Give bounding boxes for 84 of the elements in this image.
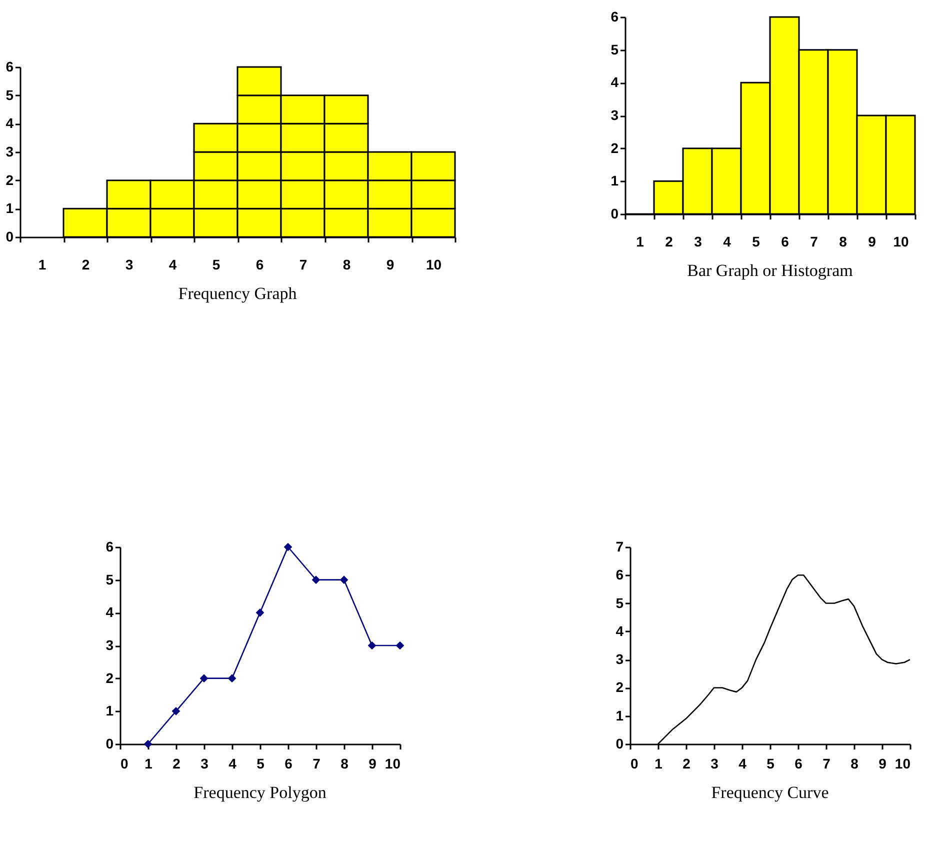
x-tick-label: 6 <box>284 756 293 772</box>
x-tick-label: 1 <box>636 234 644 250</box>
y-tick-label: 5 <box>106 571 114 588</box>
x-tick-label: 2 <box>172 756 181 772</box>
y-tick-label: 1 <box>6 200 14 216</box>
point <box>340 576 348 584</box>
x-tick-label: 0 <box>630 756 638 772</box>
x-tick-label: 2 <box>665 234 674 250</box>
y-tick-label: 5 <box>616 594 624 611</box>
y-tick-label: 4 <box>610 74 619 90</box>
y-tick-label: 1 <box>616 707 624 724</box>
x-tick-label: 4 <box>723 234 732 250</box>
x-tick-label: 8 <box>850 756 859 772</box>
text: Bar Graph or Histogram <box>687 261 853 280</box>
y-tick-label: 2 <box>6 172 14 188</box>
x-tick-label: 3 <box>710 756 719 772</box>
x-tick-label: 4 <box>228 756 237 772</box>
text: Frequency Curve <box>711 783 829 802</box>
y-tick-label: 1 <box>610 172 619 189</box>
x-tick-label: 5 <box>256 756 265 772</box>
x-tick-label: 4 <box>168 256 177 272</box>
x-tick-label: 2 <box>682 756 691 772</box>
y-tick-label: 4 <box>616 622 624 639</box>
x-tick-label: 1 <box>38 256 46 272</box>
x-tick-label: 9 <box>386 256 394 272</box>
point <box>228 674 236 683</box>
x-tick-label: 2 <box>82 256 90 272</box>
point <box>144 740 152 748</box>
x-tick-label: 0 <box>120 756 128 772</box>
point <box>172 706 180 716</box>
x-tick-label: 8 <box>839 234 848 250</box>
y-tick-label: 4 <box>6 115 14 132</box>
point <box>284 542 292 552</box>
point <box>256 608 264 617</box>
x-tick-label: 7 <box>822 756 831 772</box>
y-tick-label: 3 <box>106 637 114 653</box>
y-tick-label: 0 <box>616 736 624 752</box>
x-tick-label: 9 <box>878 756 887 772</box>
y-tick-label: 0 <box>610 206 619 222</box>
x-tick-label: 6 <box>256 256 264 272</box>
text: Frequency Polygon <box>194 783 327 802</box>
x-tick-label: 3 <box>694 234 702 250</box>
x-tick-label: 9 <box>868 234 876 250</box>
x-tick-label: 6 <box>781 234 790 250</box>
x-tick-label: 6 <box>794 756 803 772</box>
y-tick-label: 7 <box>616 538 624 554</box>
y-tick-label: 6 <box>616 566 624 583</box>
x-tick-label: 5 <box>212 256 220 272</box>
y-tick-label: 3 <box>616 651 624 668</box>
y-tick-label: 6 <box>6 58 14 74</box>
y-tick-label: 1 <box>106 702 114 719</box>
y-tick-label: 2 <box>616 679 624 696</box>
y-tick-label: 5 <box>610 41 619 58</box>
text: Frequency Graph <box>178 284 298 303</box>
y-tick-label: 6 <box>106 538 114 554</box>
point <box>200 674 208 683</box>
x-tick-label: 7 <box>810 234 818 250</box>
x-tick-label: 9 <box>368 756 377 772</box>
x-tick-label: 4 <box>738 756 747 772</box>
x-tick-label: 1 <box>144 756 153 772</box>
x-tick-label: 10 <box>894 756 911 772</box>
x-tick-label: 1 <box>654 756 663 772</box>
point <box>396 641 404 650</box>
x-tick-label: 8 <box>342 256 351 272</box>
y-tick-label: 6 <box>610 8 619 24</box>
x-tick-label: 3 <box>200 756 209 772</box>
y-tick-label: 0 <box>106 736 114 752</box>
x-tick-label: 7 <box>312 756 321 772</box>
point <box>312 576 320 584</box>
y-tick-label: 2 <box>106 670 114 686</box>
y-tick-label: 2 <box>610 140 619 156</box>
point <box>368 641 376 650</box>
y-tick-label: 4 <box>106 604 114 620</box>
x-tick-label: 3 <box>125 256 134 272</box>
x-tick-label: 10 <box>384 756 401 772</box>
x-tick-label: 5 <box>766 756 775 772</box>
y-tick-label: 5 <box>6 86 14 103</box>
x-tick-label: 10 <box>893 234 909 250</box>
y-tick-label: 3 <box>610 107 619 123</box>
x-tick-label: 8 <box>340 756 349 772</box>
x-tick-label: 10 <box>426 256 442 272</box>
x-tick-label: 5 <box>752 234 760 250</box>
x-tick-label: 7 <box>299 256 308 272</box>
y-tick-label: 3 <box>6 144 14 160</box>
